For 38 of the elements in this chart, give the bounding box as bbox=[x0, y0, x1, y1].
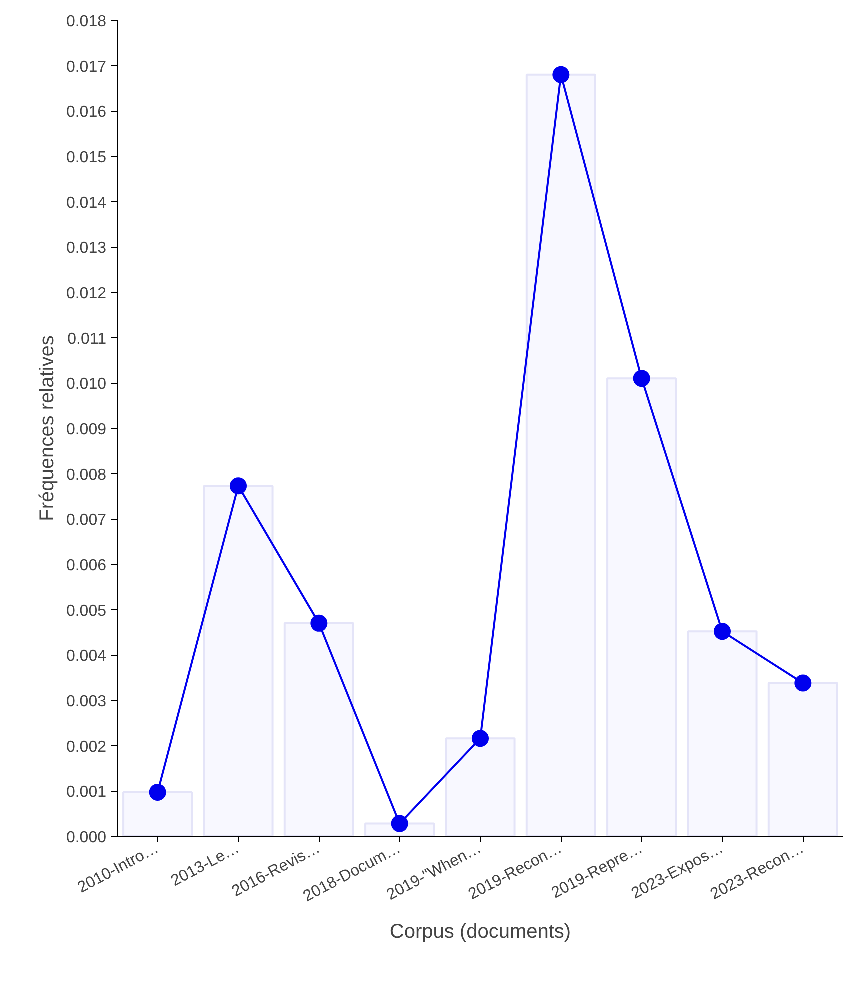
y-tick-label: 0.002 bbox=[66, 738, 107, 756]
y-tick-label: 0.004 bbox=[66, 648, 107, 666]
y-tick-label: 0.001 bbox=[66, 784, 107, 802]
y-tick-label: 0.003 bbox=[66, 694, 107, 710]
point bbox=[714, 623, 731, 640]
y-tick-label: 0.015 bbox=[66, 150, 107, 166]
y-tick-label: 0.016 bbox=[66, 104, 107, 122]
y-tick-label: 0.008 bbox=[66, 466, 107, 484]
y-tick-label: 0.012 bbox=[66, 286, 107, 302]
y-tick-label: 0.017 bbox=[66, 58, 107, 76]
x-axis-title: Corpus (documents) bbox=[390, 921, 572, 944]
point bbox=[552, 66, 570, 84]
point bbox=[230, 478, 247, 495]
y-tick-label: 0.014 bbox=[66, 194, 107, 212]
bar bbox=[687, 630, 758, 836]
bar bbox=[284, 622, 354, 836]
y-tick-label: 0.010 bbox=[66, 376, 107, 394]
y-tick-label: 0.007 bbox=[66, 512, 107, 530]
bar bbox=[606, 378, 678, 836]
point bbox=[391, 815, 408, 832]
bar bbox=[122, 792, 194, 836]
y-tick-label: 0.005 bbox=[66, 602, 107, 620]
bar bbox=[768, 682, 838, 836]
point bbox=[794, 674, 812, 692]
point bbox=[472, 730, 489, 748]
y-tick-label: 0.013 bbox=[66, 240, 107, 258]
point bbox=[310, 614, 328, 632]
y-axis-title: Fréquences relatives bbox=[36, 336, 58, 522]
point bbox=[633, 370, 650, 388]
point bbox=[149, 784, 166, 802]
y-tick-label: 0.018 bbox=[66, 14, 107, 30]
y-tick-label: 0.011 bbox=[68, 330, 107, 348]
bar bbox=[526, 74, 596, 836]
bar bbox=[445, 738, 516, 836]
y-tick-label: 0.006 bbox=[66, 558, 107, 574]
bar bbox=[203, 485, 274, 836]
y-tick-label: 0.009 bbox=[66, 422, 107, 438]
y-tick-label: 0.000 bbox=[66, 830, 107, 846]
